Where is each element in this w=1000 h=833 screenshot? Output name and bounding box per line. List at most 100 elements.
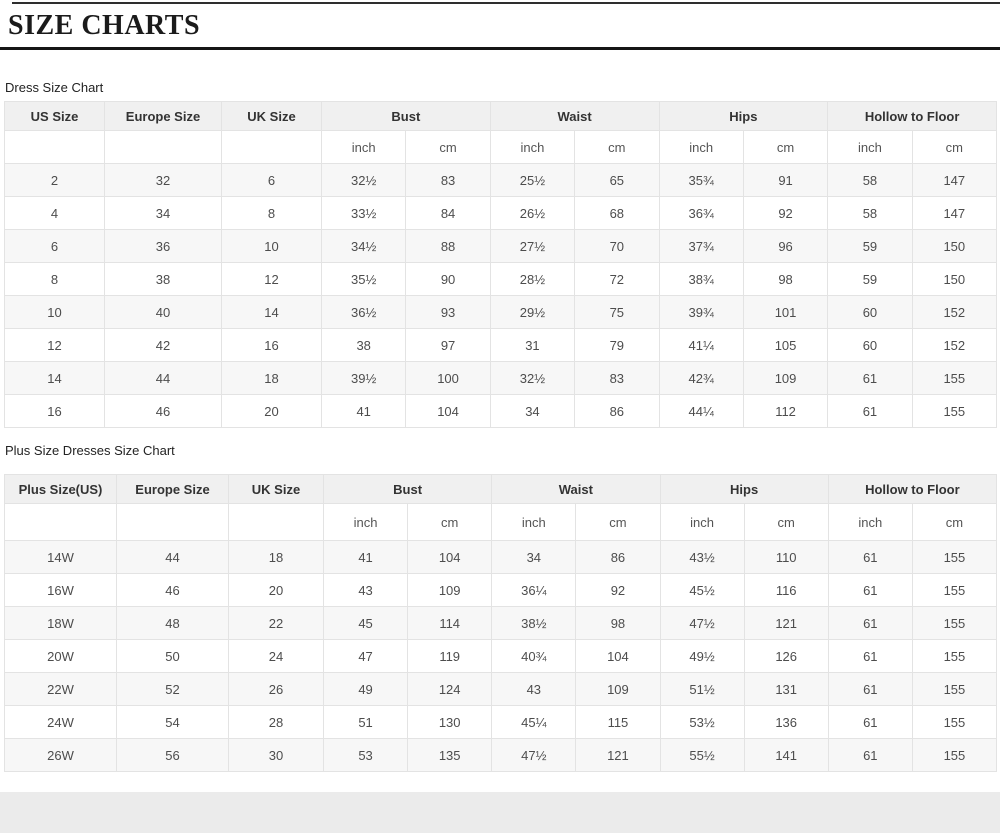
value-cell: 45 (322, 606, 409, 640)
value-cell: 104 (405, 394, 491, 428)
value-cell: 92 (575, 573, 661, 607)
value-cell: 44 (104, 361, 222, 395)
value-cell: 61 (827, 705, 913, 739)
value-cell: 155 (911, 705, 998, 739)
table-row: 4 34 8 33½ 84 26½ 68 36¾ 92 58 147 (4, 196, 998, 230)
value-cell: 152 (911, 295, 998, 329)
value-cell: 119 (407, 639, 493, 673)
value-cell: 28½ (489, 262, 576, 296)
unit-label: cm (911, 130, 998, 164)
value-cell: 26 (228, 672, 324, 706)
footer-background-strip (0, 792, 1000, 833)
unit-label: inch (658, 130, 744, 164)
value-cell: 121 (575, 738, 661, 772)
value-cell: 20 (228, 573, 324, 607)
value-cell: 155 (911, 606, 998, 640)
value-cell: 34 (489, 394, 576, 428)
dress-size-table: US Size Europe Size UK Size Bust Waist Hips Ho… (4, 101, 998, 428)
value-cell: 49 (322, 672, 409, 706)
value-cell: 32½ (320, 163, 407, 197)
value-cell: 79 (574, 328, 660, 362)
column-header: Bust (322, 474, 493, 504)
column-header: UK Size (221, 101, 322, 131)
value-cell: 38½ (491, 606, 577, 640)
value-cell: 126 (743, 639, 829, 673)
dress-size-table-body: 2 32 6 32½ 83 25½ 65 35¾ 91 58 147 4 34 8 33½ 84 26½ 68 36… (4, 163, 998, 428)
table-row: 22W 52 26 49 124 43 109 51½ 131 61 155 (4, 672, 998, 706)
unit-row: inch cm inch cm inch cm inch cm (4, 130, 998, 164)
value-cell: 61 (827, 606, 913, 640)
value-cell: 14 (221, 295, 322, 329)
column-header: Hollow to Floor (827, 101, 997, 131)
value-cell: 43½ (659, 540, 745, 574)
plus-size-table-body: 14W 44 18 41 104 34 86 43½ 110 61 155 16W 46 20 43 109 3… (4, 540, 998, 772)
value-cell: 98 (742, 262, 829, 296)
value-cell: 27½ (489, 229, 576, 263)
column-header: Waist (491, 474, 661, 504)
table-row: 10 40 14 36½ 93 29½ 75 39¾ 101 60 152 (4, 295, 998, 329)
table-row: 26W 56 30 53 135 47½ 121 55½ 141 61 155 (4, 738, 998, 772)
value-cell: 46 (116, 573, 229, 607)
plus-size-chart-caption: Plus Size Dresses Size Chart (5, 443, 175, 458)
value-cell: 65 (574, 163, 660, 197)
size-cell: 8 (4, 262, 105, 296)
unit-label: cm (575, 503, 661, 541)
value-cell: 39½ (320, 361, 407, 395)
value-cell: 124 (407, 672, 493, 706)
value-cell: 44 (116, 540, 229, 574)
value-cell: 44¼ (658, 394, 744, 428)
value-cell: 43 (491, 672, 577, 706)
value-cell: 114 (407, 606, 493, 640)
header-row: US Size Europe Size UK Size Bust Waist Hips Ho… (4, 101, 997, 131)
value-cell: 116 (743, 573, 829, 607)
value-cell: 131 (743, 672, 829, 706)
column-header: Hips (658, 101, 829, 131)
table-row: 6 36 10 34½ 88 27½ 70 37¾ 96 59 150 (4, 229, 998, 263)
table-row: 14 44 18 39½ 100 32½ 83 42¾ 109 61 155 (4, 361, 998, 395)
value-cell: 51½ (659, 672, 745, 706)
value-cell: 22 (228, 606, 324, 640)
value-cell: 109 (575, 672, 661, 706)
value-cell: 155 (911, 573, 998, 607)
unit-label: cm (407, 503, 493, 541)
table-row: 2 32 6 32½ 83 25½ 65 35¾ 91 58 147 (4, 163, 998, 197)
value-cell: 41 (320, 394, 407, 428)
value-cell: 121 (743, 606, 829, 640)
value-cell: 60 (827, 295, 913, 329)
value-cell: 91 (742, 163, 829, 197)
unit-label: cm (742, 130, 829, 164)
size-cell: 24W (4, 705, 117, 739)
column-header: Plus Size(US) (4, 474, 117, 504)
table-row: 16W 46 20 43 109 36¼ 92 45½ 116 61 155 (4, 573, 998, 607)
value-cell: 61 (827, 738, 913, 772)
value-cell: 155 (911, 361, 998, 395)
value-cell: 52 (116, 672, 229, 706)
value-cell: 36½ (320, 295, 407, 329)
value-cell: 20 (221, 394, 322, 428)
value-cell: 68 (574, 196, 660, 230)
value-cell: 31 (489, 328, 576, 362)
value-cell: 96 (742, 229, 829, 263)
size-cell: 18W (4, 606, 117, 640)
value-cell: 41¼ (658, 328, 744, 362)
value-cell: 36¼ (491, 573, 577, 607)
value-cell: 8 (221, 196, 322, 230)
value-cell: 84 (405, 196, 491, 230)
value-cell: 40 (104, 295, 222, 329)
unit-label: cm (574, 130, 660, 164)
unit-label: inch (491, 503, 577, 541)
value-cell: 110 (743, 540, 829, 574)
value-cell: 47½ (659, 606, 745, 640)
value-cell: 34 (104, 196, 222, 230)
value-cell: 39¾ (658, 295, 744, 329)
unit-label: inch (320, 130, 407, 164)
dress-size-chart-caption: Dress Size Chart (5, 80, 104, 95)
value-cell: 53½ (659, 705, 745, 739)
value-cell: 155 (911, 540, 998, 574)
value-cell: 56 (116, 738, 229, 772)
value-cell: 32½ (489, 361, 576, 395)
plus-size-table: Plus Size(US) Europe Size UK Size Bust Waist… (4, 474, 998, 772)
value-cell: 86 (574, 394, 660, 428)
value-cell: 28 (228, 705, 324, 739)
table-row: 8 38 12 35½ 90 28½ 72 38¾ 98 59 150 (4, 262, 998, 296)
